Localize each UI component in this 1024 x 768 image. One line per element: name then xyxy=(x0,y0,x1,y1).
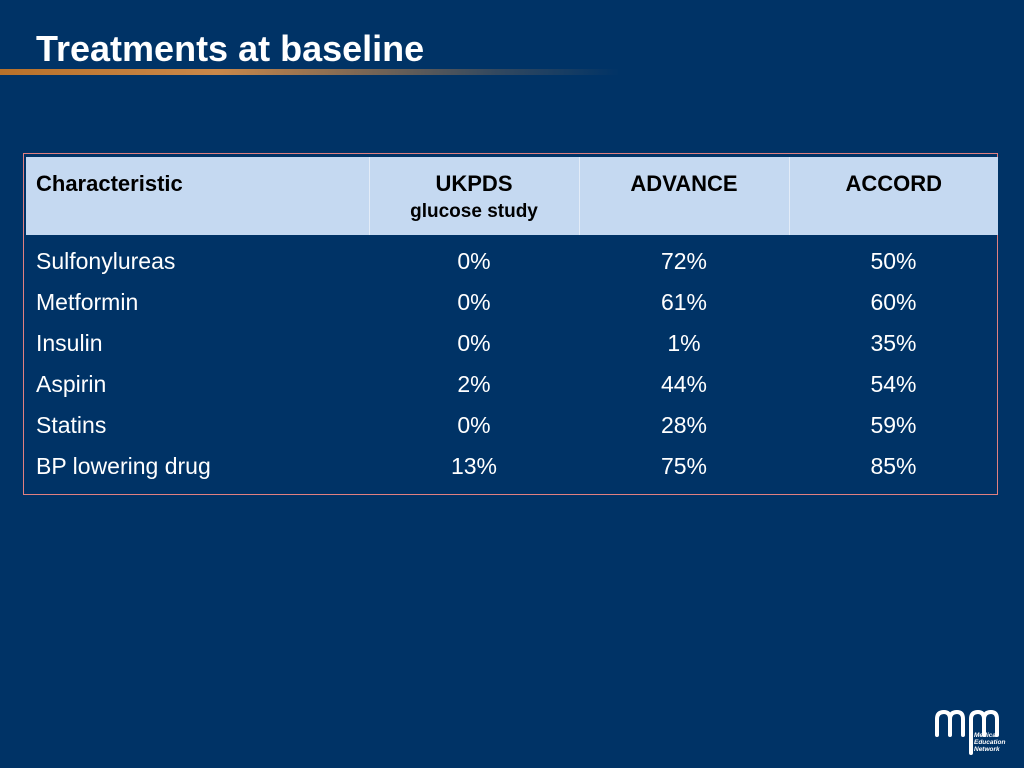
treatments-table: Characteristic UKPDS glucose study ADVAN… xyxy=(26,157,998,487)
cell-ukpds: 0% xyxy=(457,289,491,315)
column-header-accord: ACCORD xyxy=(789,157,998,235)
table-row: BP lowering drug 13% 75% 85% xyxy=(26,446,998,487)
cell-advance: 1% xyxy=(667,330,701,356)
column-header-label: ACCORD xyxy=(845,171,943,196)
medical-education-network-logo: Medical Education Network xyxy=(935,710,1005,755)
cell-ukpds: 2% xyxy=(457,371,491,397)
column-header-characteristic: Characteristic xyxy=(26,157,370,235)
table-row: Aspirin 2% 44% 54% xyxy=(26,364,998,405)
cell-advance: 61% xyxy=(660,289,708,315)
row-label: Insulin xyxy=(36,330,103,356)
row-label: Aspirin xyxy=(36,371,107,397)
cell-advance: 28% xyxy=(660,412,708,438)
cell-advance: 72% xyxy=(660,248,708,274)
row-label: Metformin xyxy=(36,289,139,315)
cell-ukpds: 0% xyxy=(457,330,491,356)
logo-text-line: Medical xyxy=(974,732,998,739)
table-header-row: Characteristic UKPDS glucose study ADVAN… xyxy=(26,157,998,235)
cell-accord: 85% xyxy=(870,453,917,479)
cell-advance: 44% xyxy=(660,371,708,397)
cell-accord: 60% xyxy=(870,289,917,315)
treatments-table-frame: Characteristic UKPDS glucose study ADVAN… xyxy=(23,153,998,495)
row-label: Sulfonylureas xyxy=(36,248,176,274)
row-label: BP lowering drug xyxy=(36,453,211,479)
column-header-label: ADVANCE xyxy=(630,171,738,196)
logo-text-line: Network xyxy=(974,746,1000,753)
table-row: Statins 0% 28% 59% xyxy=(26,405,998,446)
table-row: Insulin 0% 1% 35% xyxy=(26,323,998,364)
cell-accord: 35% xyxy=(870,330,917,356)
column-header-label: UKPDS xyxy=(435,171,513,196)
cell-accord: 59% xyxy=(870,412,917,438)
cell-ukpds: 13% xyxy=(450,453,498,479)
cell-ukpds: 0% xyxy=(457,248,491,274)
column-header-label: Characteristic xyxy=(36,171,183,196)
title-underline xyxy=(0,69,620,75)
table-row: Metformin 0% 61% 60% xyxy=(26,282,998,323)
column-header-sublabel: glucose study xyxy=(410,201,538,222)
logo-text-line: Education xyxy=(974,739,1005,746)
row-label: Statins xyxy=(36,412,107,438)
cell-accord: 50% xyxy=(870,248,917,274)
column-header-advance: ADVANCE xyxy=(579,157,790,235)
column-header-ukpds: UKPDS glucose study xyxy=(369,157,580,235)
table-row: Sulfonylureas 0% 72% 50% xyxy=(26,235,998,282)
cell-ukpds: 0% xyxy=(457,412,491,438)
cell-advance: 75% xyxy=(660,453,708,479)
cell-accord: 54% xyxy=(870,371,917,397)
slide-title: Treatments at baseline xyxy=(36,28,425,69)
